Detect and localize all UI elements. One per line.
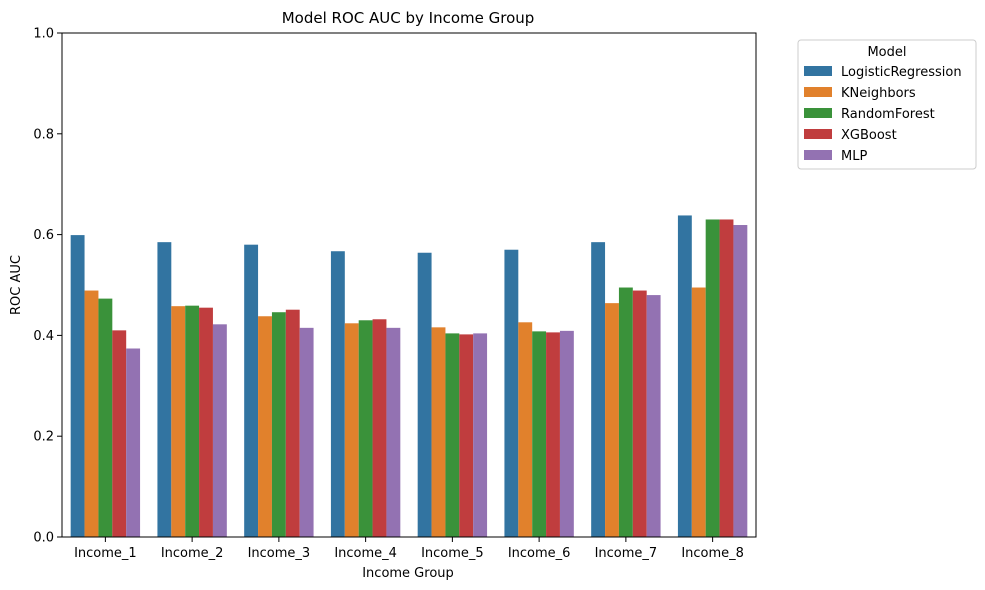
bar <box>157 242 172 537</box>
x-tick-label: Income_7 <box>595 546 658 561</box>
plot-frame <box>61 32 757 538</box>
x-tick-label: Income_3 <box>248 546 311 561</box>
y-tick-label: 0.8 <box>33 127 54 142</box>
bar <box>84 290 99 537</box>
bar <box>733 225 748 537</box>
chart-title: Model ROC AUC by Income Group <box>282 9 535 27</box>
legend-label: RandomForest <box>841 107 935 122</box>
bar <box>532 331 547 537</box>
y-tick-label: 0.2 <box>33 430 54 445</box>
y-tick-label: 0.4 <box>33 329 54 344</box>
legend-swatch <box>804 108 832 118</box>
x-tick-label: Income_5 <box>421 546 484 561</box>
legend-label: XGBoost <box>841 128 897 143</box>
x-tick-label: Income_8 <box>681 546 744 561</box>
bar <box>212 324 227 537</box>
legend-swatch <box>804 129 832 139</box>
bar <box>632 290 647 537</box>
legend-box <box>797 39 977 170</box>
bar <box>299 327 314 537</box>
bar <box>372 319 387 537</box>
bar <box>171 306 186 537</box>
x-axis-label: Income Group <box>362 566 454 581</box>
bar <box>98 298 113 537</box>
bar <box>112 330 127 537</box>
bar <box>646 295 661 537</box>
x-tick-label: Income_2 <box>161 546 224 561</box>
bar <box>473 333 488 537</box>
x-tick-label: Income_4 <box>334 546 397 561</box>
legend-swatch <box>804 87 832 97</box>
x-tick-label: Income_1 <box>74 546 137 561</box>
bar <box>244 244 259 537</box>
x-axis: Income_1 Income_2 Income_3 Income_4 Income_5… <box>74 537 744 561</box>
bar <box>271 312 286 537</box>
y-tick-label: 0.6 <box>33 228 54 243</box>
bar <box>185 305 200 537</box>
bar <box>504 249 519 537</box>
legend: Model LogisticRegression KNeighbors RandomF… <box>797 39 977 170</box>
legend-label: LogisticRegression <box>841 65 962 80</box>
bar <box>605 303 619 537</box>
bar <box>591 242 606 537</box>
bar <box>199 307 213 537</box>
bar <box>358 320 373 537</box>
legend-label: MLP <box>841 149 867 164</box>
y-axis-label: ROC AUC <box>9 255 24 315</box>
bar <box>691 287 706 537</box>
plot-area <box>70 215 748 538</box>
bar <box>417 252 432 538</box>
bar <box>518 322 533 537</box>
bar <box>546 332 560 537</box>
legend-swatch <box>804 150 832 160</box>
legend-swatch <box>804 66 832 76</box>
bar <box>330 251 345 538</box>
y-tick-label: 0.0 <box>33 531 54 546</box>
bar <box>677 215 692 537</box>
bar <box>459 334 474 537</box>
legend-label: KNeighbors <box>841 86 916 101</box>
legend-title: Model <box>867 45 906 60</box>
y-axis: 0.0 0.2 0.4 0.6 0.8 1.0 <box>33 27 62 546</box>
bar <box>431 327 446 537</box>
bar <box>618 287 633 537</box>
bar <box>285 309 300 537</box>
bar <box>258 316 272 537</box>
bar <box>719 219 734 538</box>
y-tick-label: 1.0 <box>33 27 54 42</box>
bar <box>126 348 141 537</box>
bar <box>386 327 401 537</box>
bar <box>70 235 85 537</box>
bar <box>559 330 574 537</box>
bar <box>344 323 359 537</box>
x-tick-label: Income_6 <box>508 546 571 561</box>
bar <box>705 219 720 538</box>
bar <box>445 333 460 537</box>
